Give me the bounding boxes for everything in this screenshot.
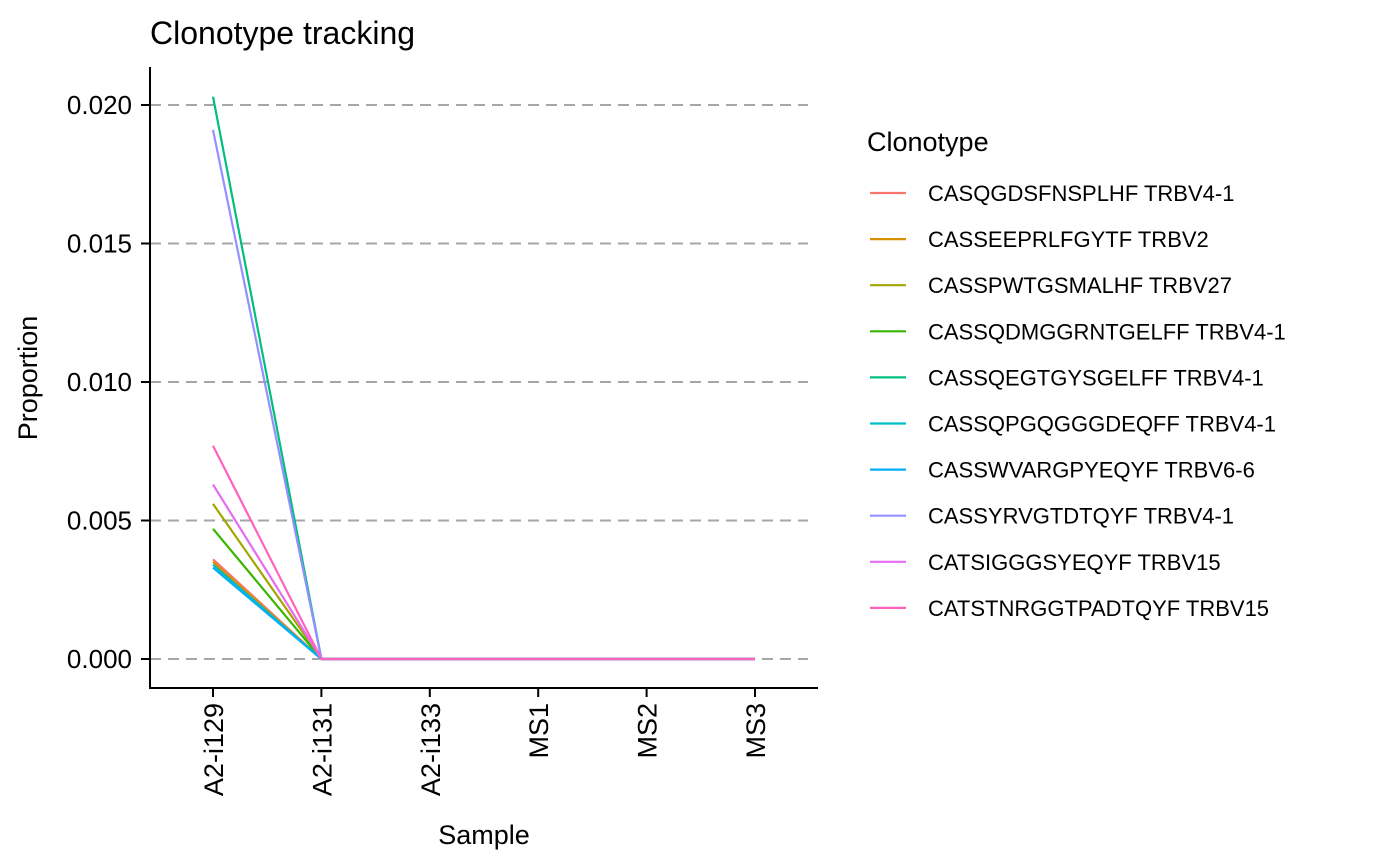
legend-label: CATSIGGGSYEQYF TRBV15 xyxy=(928,550,1221,575)
x-axis-label: Sample xyxy=(438,820,530,850)
series-line xyxy=(211,129,755,661)
series-line xyxy=(212,561,755,661)
x-tick-label: A2-i129 xyxy=(199,703,229,796)
legend-label: CASSYRVGTDTQYF TRBV4-1 xyxy=(928,504,1234,529)
series-line xyxy=(212,563,755,661)
y-tick-label: 0.005 xyxy=(67,506,132,536)
gridlines xyxy=(150,104,808,660)
x-axis-ticks: A2-i129 A2-i131 A2-i133 MS1 MS2 MS3 xyxy=(199,688,771,796)
legend-label: CATSTNRGGTPADTQYF TRBV15 xyxy=(928,596,1269,621)
x-tick-label: MS2 xyxy=(633,703,663,759)
legend-label: CASQGDSFNSPLHF TRBV4-1 xyxy=(928,181,1234,206)
legend-label: CASSQEGTGYSGELFF TRBV4-1 xyxy=(928,365,1264,390)
y-tick-label: 0.010 xyxy=(67,367,132,397)
chart-title: Clonotype tracking xyxy=(150,15,415,51)
x-tick-label: A2-i131 xyxy=(307,703,337,796)
y-axis-label: Proportion xyxy=(13,316,43,441)
series-line xyxy=(212,528,755,661)
x-tick-label: MS1 xyxy=(524,703,554,759)
legend: Clonotype CASQGDSFNSPLHF TRBV4-1 CASSEEPR… xyxy=(867,127,1286,621)
y-axis-ticks: 0.000 0.005 0.010 0.015 0.020 xyxy=(67,90,150,674)
x-tick-label: A2-i133 xyxy=(416,703,446,796)
legend-label: CASSQDMGGRNTGELFF TRBV4-1 xyxy=(928,319,1286,344)
series-lines xyxy=(211,96,755,661)
axes xyxy=(149,67,818,689)
y-tick-label: 0.000 xyxy=(67,644,132,674)
y-tick-label: 0.020 xyxy=(67,90,132,120)
legend-label: CASSWVARGPYEQYF TRBV6-6 xyxy=(928,458,1255,483)
series-line xyxy=(212,445,755,661)
series-line xyxy=(212,558,755,661)
series-line xyxy=(211,96,755,661)
x-tick-label: MS3 xyxy=(741,703,771,759)
y-tick-label: 0.015 xyxy=(67,229,132,259)
legend-title: Clonotype xyxy=(867,127,989,157)
legend-label: CASSQPGQGGGDEQFF TRBV4-1 xyxy=(928,412,1276,437)
legend-label: CASSPWTGSMALHF TRBV27 xyxy=(928,273,1232,298)
legend-label: CASSEEPRLFGYTF TRBV2 xyxy=(928,227,1209,252)
